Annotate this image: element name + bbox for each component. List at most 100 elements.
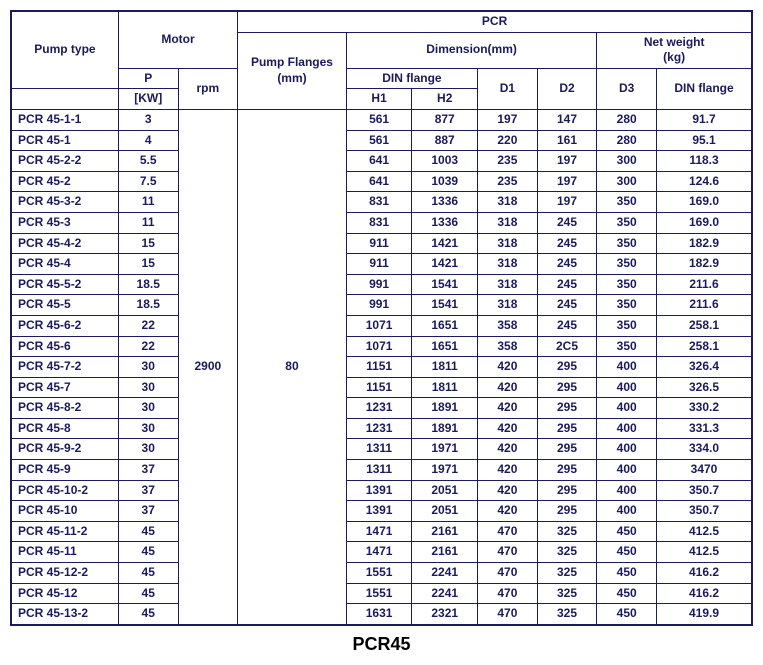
cell-p: 30: [118, 418, 178, 439]
cell-d2: 325: [537, 542, 597, 563]
cell-d2: 245: [537, 274, 597, 295]
table-row: PCR 45-1-1329008056187719714728091.7: [11, 109, 752, 130]
table-row: PCR 45-12-24515512241470325450416.2: [11, 563, 752, 584]
cell-d2: 325: [537, 563, 597, 584]
cell-p: 37: [118, 460, 178, 481]
header-pump-flanges: Pump Flanges (mm): [238, 32, 347, 109]
cell-d2: 295: [537, 357, 597, 378]
table-row: PCR 45-10-23713912051420295400350.7: [11, 480, 752, 501]
cell-pump-type: PCR 45-2: [11, 171, 118, 192]
cell-d1: 318: [478, 254, 538, 275]
cell-pump-type: PCR 45-3: [11, 212, 118, 233]
cell-flanges: 80: [238, 109, 347, 624]
cell-nw: 326.4: [657, 357, 753, 378]
cell-p: 5.5: [118, 151, 178, 172]
cell-nw: 169.0: [657, 192, 753, 213]
header-motor: Motor: [118, 11, 237, 68]
cell-d3: 400: [597, 398, 657, 419]
table-caption: PCR45: [10, 634, 753, 655]
cell-h1: 1311: [346, 439, 412, 460]
cell-h2: 2241: [412, 563, 478, 584]
cell-d3: 400: [597, 501, 657, 522]
cell-p: 3: [118, 109, 178, 130]
cell-h2: 2161: [412, 521, 478, 542]
cell-h1: 561: [346, 130, 412, 151]
cell-d1: 470: [478, 542, 538, 563]
cell-pump-type: PCR 45-13-2: [11, 604, 118, 625]
header-d2: D2: [537, 68, 597, 109]
cell-h1: 641: [346, 151, 412, 172]
cell-d2: 325: [537, 604, 597, 625]
cell-p: 45: [118, 604, 178, 625]
cell-d2: 245: [537, 233, 597, 254]
table-body: PCR 45-1-1329008056187719714728091.7PCR …: [11, 109, 752, 624]
cell-p: 18.5: [118, 274, 178, 295]
cell-pump-type: PCR 45-10: [11, 501, 118, 522]
cell-d3: 350: [597, 315, 657, 336]
header-net-weight-unit: (kg): [601, 50, 747, 66]
header-din-flange: DIN flange: [657, 68, 753, 109]
cell-p: 22: [118, 315, 178, 336]
cell-pump-type: PCR 45-1: [11, 130, 118, 151]
cell-d1: 470: [478, 583, 538, 604]
cell-pump-type: PCR 45-6-2: [11, 315, 118, 336]
cell-pump-type: PCR 45-10-2: [11, 480, 118, 501]
cell-h2: 1651: [412, 315, 478, 336]
cell-h1: 1151: [346, 357, 412, 378]
cell-h1: 911: [346, 254, 412, 275]
table-row: PCR 45-1456188722016128095.1: [11, 130, 752, 151]
cell-h2: 1811: [412, 357, 478, 378]
cell-h2: 1336: [412, 192, 478, 213]
cell-nw: 258.1: [657, 315, 753, 336]
cell-nw: 330.2: [657, 398, 753, 419]
cell-h1: 641: [346, 171, 412, 192]
cell-h1: 1231: [346, 418, 412, 439]
cell-h2: 1811: [412, 377, 478, 398]
cell-p: 45: [118, 542, 178, 563]
cell-d1: 318: [478, 274, 538, 295]
table-row: PCR 45-103713912051420295400350.7: [11, 501, 752, 522]
cell-p: 45: [118, 521, 178, 542]
cell-pump-type: PCR 45-11-2: [11, 521, 118, 542]
cell-nw: 182.9: [657, 254, 753, 275]
table-row: PCR 45-937131119714202954003470: [11, 460, 752, 481]
cell-d2: 295: [537, 377, 597, 398]
cell-h1: 831: [346, 192, 412, 213]
cell-d2: 295: [537, 439, 597, 460]
cell-d2: 325: [537, 583, 597, 604]
cell-d3: 300: [597, 171, 657, 192]
header-dimension: Dimension(mm): [346, 32, 597, 68]
cell-h1: 1471: [346, 542, 412, 563]
cell-d1: 235: [478, 151, 538, 172]
cell-rpm: 2900: [178, 109, 238, 624]
cell-pump-type: PCR 45-8: [11, 418, 118, 439]
cell-h1: 1071: [346, 336, 412, 357]
cell-h1: 1551: [346, 583, 412, 604]
header-pump-type: Pump type: [11, 11, 118, 89]
cell-h2: 2161: [412, 542, 478, 563]
header-d1: D1: [478, 68, 538, 109]
cell-nw: 334.0: [657, 439, 753, 460]
cell-h2: 887: [412, 130, 478, 151]
header-net-weight: Net weight (kg): [597, 32, 752, 68]
cell-d1: 318: [478, 212, 538, 233]
cell-d1: 420: [478, 439, 538, 460]
table-row: PCR 45-27.56411039235197300124.6: [11, 171, 752, 192]
cell-d2: 295: [537, 418, 597, 439]
cell-nw: 124.6: [657, 171, 753, 192]
cell-p: 18.5: [118, 295, 178, 316]
cell-d1: 358: [478, 315, 538, 336]
cell-h2: 1541: [412, 274, 478, 295]
cell-h1: 1551: [346, 563, 412, 584]
cell-nw: 331.3: [657, 418, 753, 439]
table-row: PCR 45-622107116513582C5350258.1: [11, 336, 752, 357]
cell-pump-type: PCR 45-7-2: [11, 357, 118, 378]
cell-h1: 1391: [346, 480, 412, 501]
header-net-weight-label: Net weight: [601, 35, 747, 51]
header-pump-flanges-unit: (mm): [242, 71, 342, 87]
cell-pump-type: PCR 45-8-2: [11, 398, 118, 419]
table-row: PCR 45-11-24514712161470325450412.5: [11, 521, 752, 542]
cell-d3: 300: [597, 151, 657, 172]
cell-h2: 1039: [412, 171, 478, 192]
cell-nw: 412.5: [657, 542, 753, 563]
